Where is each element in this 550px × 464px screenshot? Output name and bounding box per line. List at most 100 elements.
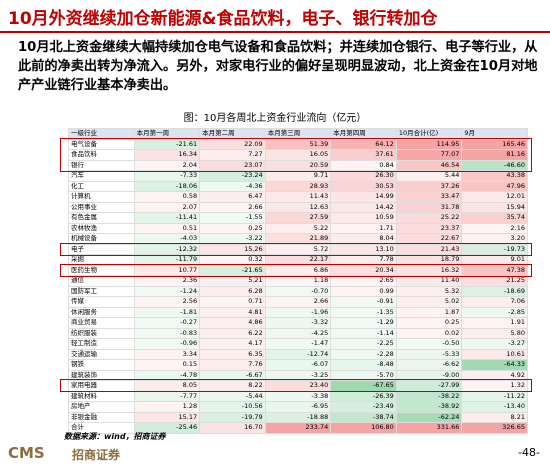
cell: -18.69 — [461, 285, 528, 297]
cell: 21.25 — [461, 275, 528, 287]
cell: 14.42 — [330, 201, 397, 213]
cell: -3.38 — [264, 390, 332, 402]
cell: -6.62 — [395, 359, 463, 371]
cell: 28.93 — [264, 180, 332, 192]
row-label: 食品饮料 — [68, 149, 135, 161]
cell: 6.28 — [199, 285, 266, 297]
table-row: 休闲服务 -1.81 4.81 -1.96 -1.35 1.87 -2.85 — [68, 306, 528, 318]
cell: 11.40 — [395, 275, 463, 287]
row-label: 交通运输 — [68, 348, 135, 360]
cell: -6.07 — [264, 359, 332, 371]
cell: 0.02 — [395, 327, 463, 339]
cell: 4.81 — [199, 306, 266, 318]
cell: 2.36 — [133, 275, 201, 287]
cell: 5.44 — [395, 170, 463, 182]
cell: -0.50 — [395, 338, 463, 350]
cell: -12.32 — [133, 243, 201, 255]
row-label: 非银金融 — [68, 411, 135, 423]
table-row: 非银金融 15.17 -19.79 -18.88 -38.74 -62.24 8.21 — [68, 411, 528, 423]
table-row: 汽车 -7.33 -23.24 9.71 26.30 5.44 43.38 — [68, 170, 528, 182]
cell: 233.74 — [264, 422, 332, 434]
highlight-box — [60, 243, 532, 256]
brand: 招商证券 — [72, 448, 121, 462]
cell: 2.07 — [133, 201, 201, 213]
cell: 23.37 — [395, 222, 463, 234]
table-row: 通信 2.36 5.21 1.18 2.65 11.40 21.25 — [68, 275, 528, 287]
table-row: 家用电器 8.05 8.22 23.40 -67.65 -27.99 1.32 — [68, 380, 528, 392]
cell: 8.21 — [461, 411, 528, 423]
cell: 4.17 — [199, 338, 266, 350]
row-label: 休闲服务 — [68, 306, 135, 318]
table-row: 建筑装饰 -4.78 -6.67 -3.25 -5.70 -9.00 4.92 — [68, 369, 528, 381]
table-row: 合计 -25.46 16.70 233.74 106.80 331.66 326.65 — [68, 422, 528, 434]
cell: -1.81 — [133, 306, 201, 318]
cell: 10.59 — [330, 212, 397, 224]
cell: 0.71 — [199, 296, 266, 308]
cell: -2.28 — [330, 348, 397, 360]
row-label: 化工 — [68, 180, 135, 192]
cell: 1.87 — [395, 306, 463, 318]
cell: -38.74 — [330, 411, 397, 423]
cell: -23.49 — [330, 401, 397, 413]
cell: -7.33 — [133, 170, 201, 182]
cell: -11.22 — [461, 390, 528, 402]
row-label: 房地产 — [68, 401, 135, 413]
cell: 16.70 — [199, 422, 266, 434]
source: 数据来源：wind，招商证券 — [64, 432, 166, 441]
cell: -5.33 — [395, 348, 463, 360]
cell: -1.14 — [330, 327, 397, 339]
table-row: 房地产 1.28 -10.56 -6.95 -23.49 -38.92 -13.40 — [68, 401, 528, 413]
cell: -8.48 — [330, 359, 397, 371]
cell: -13.40 — [461, 401, 528, 413]
cell: -7.77 — [133, 390, 201, 402]
cell: -1.96 — [264, 306, 332, 318]
table-row: 医药生物 10.77 -21.65 6.86 20.34 16.32 47.38 — [68, 264, 528, 276]
cell: 31.78 — [395, 201, 463, 213]
table-row: 钢铁 0.15 7.76 -6.07 -8.48 -6.62 -64.33 — [68, 359, 528, 371]
cell: 6.35 — [199, 348, 266, 360]
cell: -4.36 — [199, 180, 266, 192]
cell: 0.99 — [330, 285, 397, 297]
row-label: 传媒 — [68, 296, 135, 308]
row-label: 国防军工 — [68, 285, 135, 297]
cell: 1.91 — [461, 317, 528, 329]
row-label: 合计 — [68, 422, 135, 434]
cell: -64.33 — [461, 359, 528, 371]
cell: 0.15 — [133, 359, 201, 371]
cell: -6.95 — [264, 401, 332, 413]
cell: 4.86 — [199, 317, 266, 329]
cell: 14.99 — [330, 191, 397, 203]
table-row: 建筑材料 -7.77 -5.44 -3.38 -26.39 -38.22 -11.22 — [68, 390, 528, 402]
cell: -18.06 — [133, 180, 201, 192]
cell: -0.96 — [133, 338, 201, 350]
cell: -0.83 — [133, 327, 201, 339]
cell: -1.24 — [133, 285, 201, 297]
cell: 6.22 — [199, 327, 266, 339]
cell: -5.44 — [199, 390, 266, 402]
cell: 1.18 — [264, 275, 332, 287]
row-label: 商业贸易 — [68, 317, 135, 329]
cell: 2.16 — [461, 222, 528, 234]
cell: 15.17 — [133, 411, 201, 423]
row-label: 公用事业 — [68, 201, 135, 213]
cell: 2.65 — [330, 275, 397, 287]
cell: 15.94 — [461, 201, 528, 213]
row-label: 计算机 — [68, 191, 135, 203]
cell: 30.53 — [330, 180, 397, 192]
cell: 12.01 — [461, 191, 528, 203]
cell: 26.30 — [330, 170, 397, 182]
cell: 27.59 — [264, 212, 332, 224]
cell: -1.29 — [330, 317, 397, 329]
row-label: 银行 — [68, 159, 135, 171]
highlight-box — [60, 138, 532, 172]
cell: -0.70 — [264, 285, 332, 297]
cell: -25.46 — [133, 422, 201, 434]
cell: 7.76 — [199, 359, 266, 371]
cell: 10.61 — [461, 348, 528, 360]
table-row: 国防军工 -1.24 6.28 -0.70 0.99 5.32 -18.69 — [68, 285, 528, 297]
cell: 37.26 — [395, 180, 463, 192]
cell: 47.96 — [461, 180, 528, 192]
cell: -62.24 — [395, 411, 463, 423]
cell: -26.39 — [330, 390, 397, 402]
row-label: 钢铁 — [68, 359, 135, 371]
